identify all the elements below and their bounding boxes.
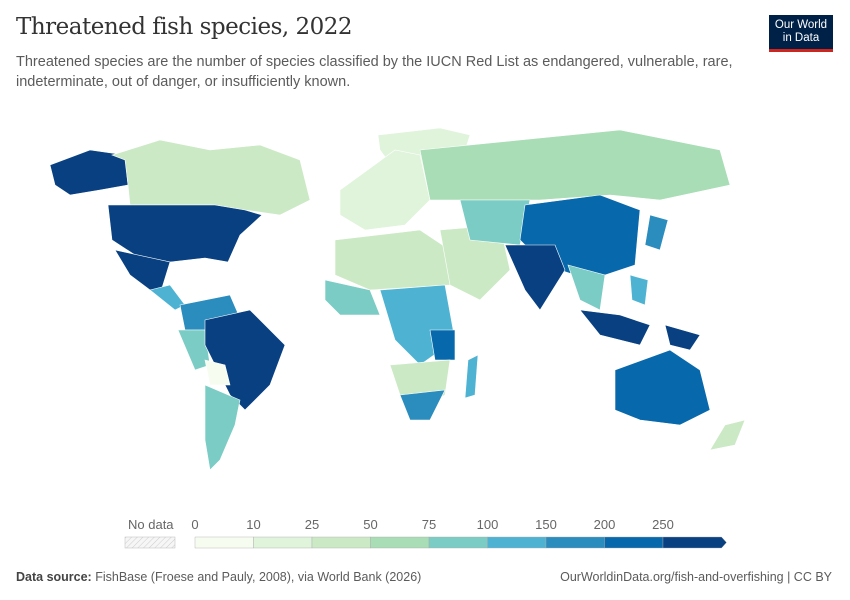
legend-bin[interactable] (370, 536, 430, 549)
legend-bin[interactable] (428, 536, 488, 549)
legend-tick-label: 250 (652, 517, 674, 532)
legend-tick-label: 150 (535, 517, 557, 532)
region-argentina-chile[interactable] (204, 384, 241, 471)
region-russia[interactable] (419, 129, 731, 201)
legend-tick-label: 200 (594, 517, 616, 532)
region-alaska[interactable] (49, 149, 129, 196)
region-japan[interactable] (644, 214, 669, 251)
region-canada[interactable] (111, 139, 311, 216)
legend-tick-label: 10 (246, 517, 260, 532)
legend-bin[interactable] (545, 536, 605, 549)
region-philippines[interactable] (629, 274, 649, 306)
legend-bin[interactable] (662, 536, 727, 549)
region-indonesia[interactable] (579, 309, 651, 346)
legend-bin[interactable] (487, 536, 547, 549)
region-central-asia[interactable] (459, 199, 531, 246)
legend-tick-label: 100 (477, 517, 499, 532)
region-tanzania[interactable] (429, 329, 456, 361)
legend-bin[interactable] (253, 536, 313, 549)
no-data-label: No data (128, 517, 174, 532)
color-legend: No data 0 10 25 50 75 100 150 200 250 (124, 517, 727, 549)
owid-logo[interactable]: Our World in Data (769, 15, 833, 52)
logo-line-1: Our World (774, 19, 828, 31)
region-europe[interactable] (339, 149, 431, 231)
legend-tick-label: 75 (422, 517, 436, 532)
region-madagascar[interactable] (464, 354, 479, 399)
legend-tick-label: 25 (305, 517, 319, 532)
region-north-africa[interactable] (334, 229, 451, 291)
legend-tick-label: 0 (191, 517, 198, 532)
no-data-swatch (124, 536, 176, 549)
footer-url[interactable]: OurWorldinData.org/fish-and-overfishing … (560, 570, 832, 584)
legend-tick-label: 50 (363, 517, 377, 532)
legend-bin[interactable] (311, 536, 371, 549)
logo-line-2: in Data (782, 32, 820, 44)
region-usa[interactable] (107, 204, 263, 263)
chart-title: Threatened fish species, 2022 (16, 14, 353, 40)
data-source: Data source: FishBase (Froese and Pauly,… (16, 570, 421, 584)
region-india[interactable] (504, 244, 566, 311)
region-papua[interactable] (664, 324, 701, 351)
region-west-africa[interactable] (324, 279, 381, 316)
source-text: FishBase (Froese and Pauly, 2008), via W… (95, 570, 422, 584)
region-southeast-asia[interactable] (567, 264, 606, 311)
region-bolivia[interactable] (204, 359, 231, 386)
world-map (49, 127, 746, 471)
region-south-africa[interactable] (399, 389, 446, 421)
region-australia[interactable] (614, 349, 711, 426)
legend-bin[interactable] (604, 536, 664, 549)
chart-subtitle: Threatened species are the number of spe… (16, 54, 733, 90)
region-new-zealand[interactable] (709, 419, 746, 451)
source-label: Data source: (16, 570, 92, 584)
legend-bin[interactable] (194, 536, 254, 549)
region-central-america[interactable] (149, 284, 186, 311)
